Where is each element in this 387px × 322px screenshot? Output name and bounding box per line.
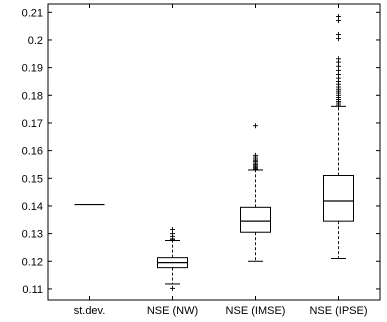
x-category-label: NSE (NW) xyxy=(147,305,198,317)
y-axis: 0.11 0.12 0.13 0.14 0.15 0.16 0.17 0.18 0.19 0.2 0… xyxy=(22,7,380,296)
box-group xyxy=(240,123,271,262)
y-tick-label: 0.13 xyxy=(22,229,43,241)
outlier-marker xyxy=(170,285,175,291)
plot-area xyxy=(47,3,381,301)
x-axis: st.dev. NSE (NW) NSE (IMSE) NSE (IPSE) xyxy=(74,4,368,317)
x-category-label: NSE (IMSE) xyxy=(226,305,286,317)
box-iqr xyxy=(323,175,354,222)
y-tick-label: 0.2 xyxy=(28,35,43,47)
box-group xyxy=(323,13,354,260)
y-tick-label: 0.21 xyxy=(22,7,43,19)
outlier-marker xyxy=(253,152,258,158)
y-tick-label: 0.12 xyxy=(22,256,43,268)
outlier-marker xyxy=(170,226,175,232)
y-tick-label: 0.15 xyxy=(22,173,43,185)
box-group xyxy=(157,226,188,291)
y-tick-label: 0.16 xyxy=(22,146,43,158)
y-tick-label: 0.18 xyxy=(22,90,43,102)
y-tick-label: 0.14 xyxy=(22,201,43,213)
y-tick-label: 0.19 xyxy=(22,63,43,75)
x-category-label: st.dev. xyxy=(74,305,106,317)
outlier-marker xyxy=(336,31,341,37)
outlier-marker xyxy=(253,123,258,129)
box-iqr xyxy=(240,206,271,233)
boxes xyxy=(74,13,354,291)
y-tick-label: 0.11 xyxy=(22,284,43,296)
y-tick-label: 0.17 xyxy=(22,118,43,130)
x-category-label: NSE (IPSE) xyxy=(309,305,367,317)
outlier-marker xyxy=(336,56,341,62)
outlier-marker xyxy=(336,13,341,19)
